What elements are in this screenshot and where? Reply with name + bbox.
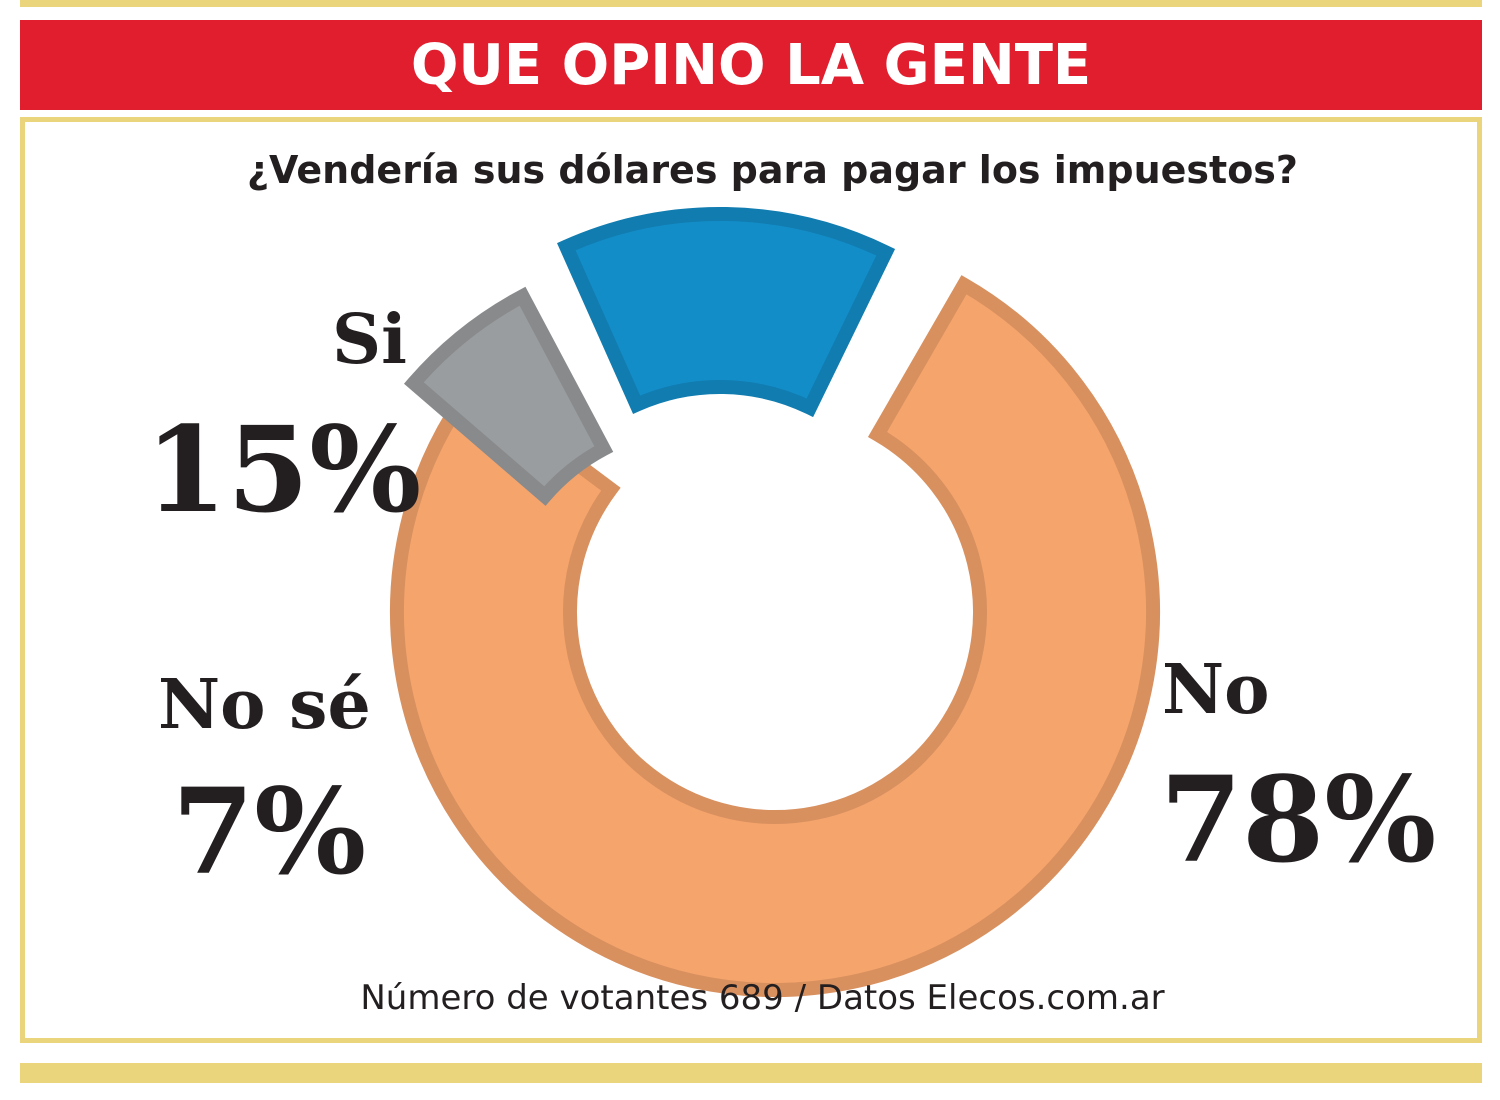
slice-label-no: No bbox=[1162, 650, 1270, 730]
top-gold-rule bbox=[20, 0, 1482, 7]
source-note: Número de votantes 689 / Datos Elecos.co… bbox=[360, 978, 1165, 1018]
slice-label-si: Si bbox=[332, 300, 407, 380]
slice-value-no-se: 7% bbox=[172, 762, 367, 901]
bottom-gold-rule bbox=[20, 1063, 1482, 1083]
slice-no bbox=[390, 275, 1160, 997]
chart-question: ¿Vendería sus dólares para pagar los imp… bbox=[247, 148, 1298, 192]
slice-si bbox=[557, 207, 896, 418]
slice-no-se bbox=[403, 286, 614, 506]
slice-value-no: 78% bbox=[1160, 750, 1437, 889]
header-title: QUE OPINO LA GENTE bbox=[410, 32, 1092, 98]
slice-label-no-se: No sé bbox=[158, 665, 371, 745]
slice-value-si: 15% bbox=[145, 400, 422, 539]
header-banner: QUE OPINO LA GENTE bbox=[20, 20, 1482, 110]
